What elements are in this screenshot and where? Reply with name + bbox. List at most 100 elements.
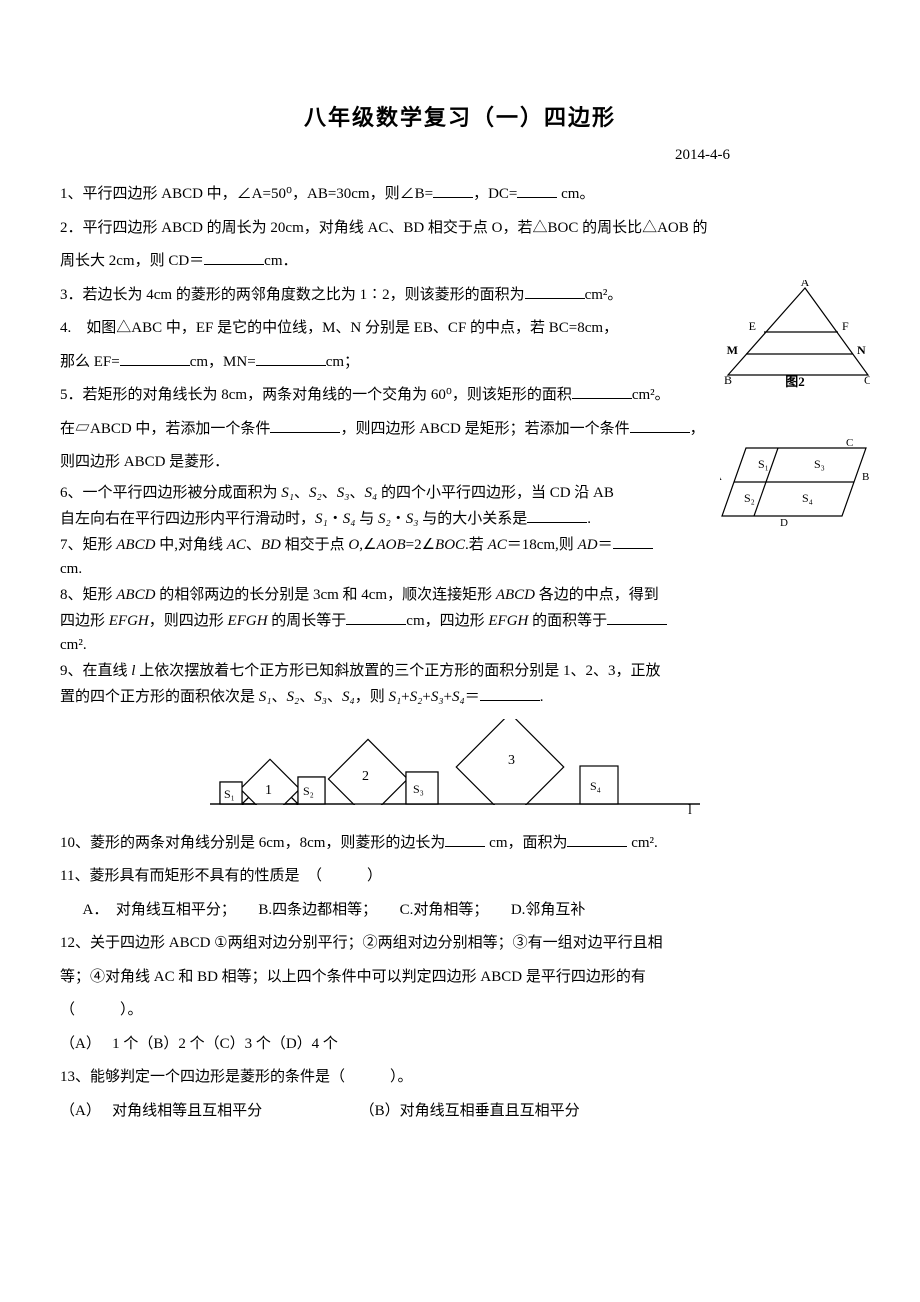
- o: O: [348, 537, 359, 553]
- q12-line3: （ ）。: [60, 995, 860, 1027]
- q9-line1: 9、在直线 l 上依次摆放着七个正方形已知斜放置的三个正方形的面积分别是 1、2…: [60, 659, 860, 683]
- q2-line1: 2．平行四边形 ABCD 的周长为 20cm，对角线 AC、BD 相交于点 O，…: [60, 213, 860, 245]
- efgh: EFGH: [228, 613, 268, 629]
- s4: S₄: [364, 485, 377, 501]
- svg-text:A: A: [801, 280, 810, 289]
- blank: [445, 831, 485, 847]
- q2-text-c: cm．: [264, 253, 297, 269]
- svg-text:C: C: [864, 373, 870, 387]
- q6-a: 6、一个平行四边形被分成面积为: [60, 485, 281, 501]
- s3: S₃: [314, 689, 327, 705]
- q1: 1、平行四边形 ABCD 中，∠A=50⁰，AB=30cm，则∠B=，DC= c…: [60, 179, 860, 211]
- ac: AC: [488, 537, 507, 553]
- blank: [256, 350, 326, 366]
- ac: AC: [227, 537, 246, 553]
- svg-text:S₄: S₄: [802, 491, 813, 505]
- q10-b: cm，面积为: [485, 835, 567, 851]
- s2: S₂: [309, 485, 322, 501]
- s2: S₂: [287, 689, 300, 705]
- abcd: ABCD: [496, 587, 535, 603]
- q7: 7、矩形 ABCD 中,对角线 AC、BD 相交于点 O,∠AOB=2∠BOC.…: [60, 533, 860, 581]
- svg-text:图2: 图2: [785, 374, 805, 389]
- q10-a: 10、菱形的两条对角线分别是 6cm，8cm，则菱形的边长为: [60, 835, 445, 851]
- svg-text:B: B: [862, 471, 869, 483]
- q7-d: =2∠: [406, 537, 435, 553]
- q9-f: .: [540, 689, 544, 705]
- q5c-a: 在▱ABCD 中，若添加一个条件: [60, 421, 270, 437]
- blank: [270, 417, 340, 433]
- s3: S₃: [337, 485, 350, 501]
- q9-c: 置的四个正方形的面积依次是: [60, 689, 259, 705]
- svg-text:D: D: [780, 517, 788, 528]
- page-title: 八年级数学复习（一）四边形: [60, 100, 860, 135]
- q9-line2: 置的四个正方形的面积依次是 S₁、S₂、S₃、S₄，则 S₁+S₂+S₃+S₄＝…: [60, 685, 860, 709]
- svg-text:M: M: [727, 343, 738, 357]
- q6-c: 自左向右在平行四边形内平行滑动时，: [60, 511, 315, 527]
- blank: [607, 609, 667, 625]
- boc: BOC: [435, 537, 465, 553]
- blank: [613, 533, 653, 549]
- svg-text:l: l: [688, 803, 692, 814]
- q12-line2: 等；④对角线 AC 和 BD 相等；以上四个条件中可以判定四边形 ABCD 是平…: [60, 962, 860, 994]
- q1-text-a: 1、平行四边形 ABCD 中，∠A=50⁰，AB=30cm，则∠B=: [60, 186, 433, 202]
- blank: [346, 609, 406, 625]
- blank: [480, 685, 540, 701]
- q7-b: 中,对角线: [155, 537, 226, 553]
- q6-d: 与的大小关系是: [418, 511, 527, 527]
- q8-f: 的周长等于: [268, 613, 347, 629]
- svg-text:3: 3: [508, 753, 515, 768]
- abcd: ABCD: [116, 537, 155, 553]
- s4: S₄: [342, 689, 355, 705]
- q8-b: 的相邻两边的长分别是 3cm 和 4cm，顺次连接矩形: [155, 587, 495, 603]
- q6-e: .: [587, 511, 591, 527]
- svg-text:S₂: S₂: [303, 784, 314, 798]
- q10-c: cm².: [627, 835, 657, 851]
- svg-text:E: E: [749, 319, 756, 333]
- aob: AOB: [376, 537, 405, 553]
- svg-text:N: N: [857, 343, 866, 357]
- ad: AD: [578, 537, 598, 553]
- q7-f: ＝18cm,则: [507, 537, 578, 553]
- q6-b: 的四个小平行四边形，当 CD 沿 AB: [377, 485, 614, 501]
- blank: [527, 507, 587, 523]
- svg-text:2: 2: [362, 769, 369, 784]
- figure-squares: S₁ S₁ 1 S₂ S₂ 2 S₃ S₃ 3: [60, 719, 860, 822]
- q9-a: 9、在直线: [60, 663, 131, 679]
- q8-line1: 8、矩形 ABCD 的相邻两边的长分别是 3cm 和 4cm，顺次连接矩形 AB…: [60, 583, 860, 607]
- s3: S₃: [406, 511, 419, 527]
- svg-text:B: B: [724, 373, 732, 387]
- figure-parallelogram: A B C D S₁ S₂ S₃ S₄: [720, 438, 870, 536]
- q8-d: 四边形: [60, 613, 109, 629]
- abcd: ABCD: [116, 587, 155, 603]
- q10: 10、菱形的两条对角线分别是 6cm，8cm，则菱形的边长为 cm，面积为 cm…: [60, 828, 860, 860]
- q8-c: 各边的中点，得到: [535, 587, 659, 603]
- blank: [433, 182, 473, 198]
- q9-b: 上依次摆放着七个正方形已知斜放置的三个正方形的面积分别是 1、2、3，正放: [135, 663, 660, 679]
- blank: [572, 383, 632, 399]
- q1-text-b: ，DC=: [473, 186, 517, 202]
- q8-a: 8、矩形: [60, 587, 116, 603]
- blank: [525, 283, 585, 299]
- svg-text:S₄: S₄: [590, 779, 601, 793]
- bd: BD: [261, 537, 281, 553]
- efgh: EFGH: [488, 613, 528, 629]
- q5c-b: ，则四边形 ABCD 是矩形；若添加一个条件: [340, 421, 629, 437]
- s2: S₂: [410, 689, 423, 705]
- s3: S₃: [431, 689, 444, 705]
- s2: S₂: [378, 511, 391, 527]
- q9-e: ＝: [465, 689, 480, 705]
- q5c-c: ，: [690, 421, 705, 437]
- q2-line2: 周长大 2cm，则 CD＝ cm．: [60, 246, 860, 278]
- q7-h: cm.: [60, 561, 82, 577]
- q7-e: .若: [465, 537, 488, 553]
- svg-text:C: C: [846, 438, 853, 449]
- s1: S₁: [315, 511, 328, 527]
- svg-text:S₁: S₁: [758, 457, 769, 471]
- q7-g: ＝: [598, 537, 613, 553]
- svg-text:A: A: [720, 471, 722, 483]
- q4-text-c: cm，MN=: [190, 354, 256, 370]
- q2-text-b: 周长大 2cm，则 CD＝: [60, 253, 204, 269]
- q7-c: 相交于点: [281, 537, 349, 553]
- s1: S₁: [388, 689, 401, 705]
- svg-text:S₁: S₁: [224, 787, 235, 801]
